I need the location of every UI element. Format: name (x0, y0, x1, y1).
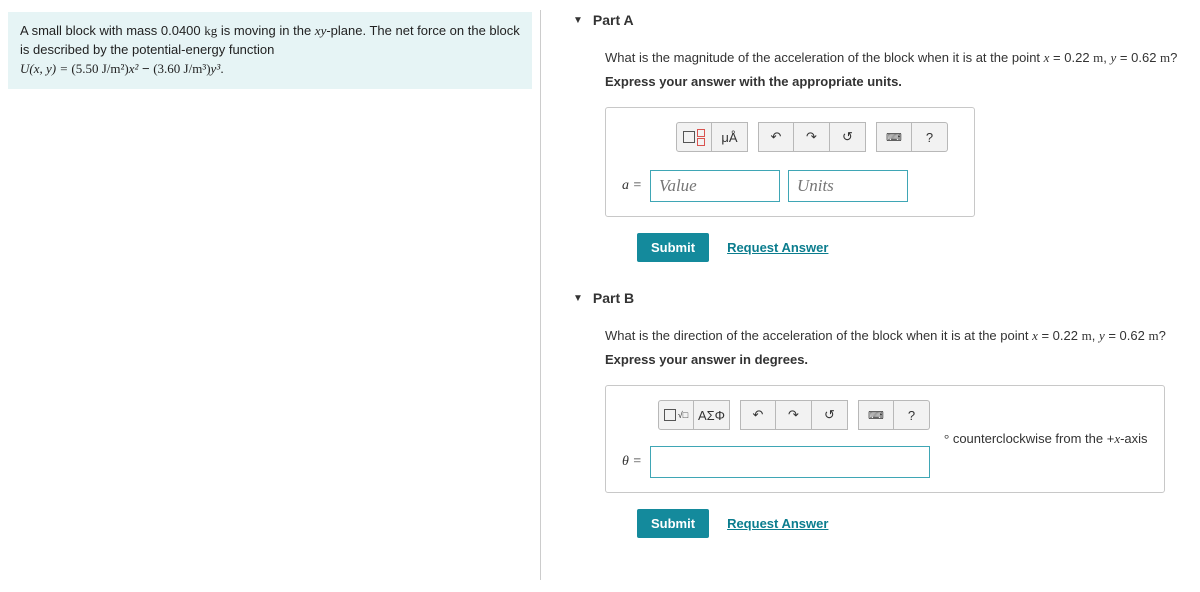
var-a-label: a = (622, 178, 642, 194)
undo-icon: ↶ (753, 407, 764, 423)
xy-plane: xy (315, 23, 327, 38)
keyboard-button[interactable]: ⌨ (876, 122, 912, 152)
value-input[interactable] (650, 170, 780, 202)
theta-input[interactable] (650, 446, 930, 478)
part-b-instruction: Express your answer in degrees. (605, 352, 1192, 367)
problem-statement: A small block with mass 0.0400 kg is mov… (8, 12, 532, 89)
caret-down-icon: ▼ (573, 15, 583, 26)
keyboard-icon: ⌨ (886, 131, 902, 144)
part-b-answer-panel: √□ ΑΣΦ ↶ ↷ ↺ ⌨ ? (605, 385, 1165, 493)
part-a: ▼ Part A What is the magnitude of the ac… (573, 12, 1192, 262)
redo-button[interactable]: ↷ (776, 400, 812, 430)
redo-icon: ↷ (806, 129, 817, 145)
reset-button[interactable]: ↺ (830, 122, 866, 152)
request-answer-link[interactable]: Request Answer (727, 240, 828, 255)
submit-button[interactable]: Submit (637, 509, 709, 538)
help-button[interactable]: ? (912, 122, 948, 152)
redo-icon: ↷ (788, 407, 799, 423)
reset-icon: ↺ (824, 407, 835, 423)
help-icon: ? (926, 130, 933, 145)
keyboard-icon: ⌨ (868, 409, 884, 422)
unit-kg: kg (204, 23, 217, 38)
suffix-text: ° counterclockwise from the +x-axis (940, 431, 1148, 447)
part-a-instruction: Express your answer with the appropriate… (605, 74, 1192, 89)
problem-text: A small block with mass 0.0400 (20, 23, 204, 38)
units-button[interactable]: μÅ (712, 122, 748, 152)
template-button[interactable]: √□ (658, 400, 694, 430)
undo-button[interactable]: ↶ (740, 400, 776, 430)
part-b-question: What is the direction of the acceleratio… (605, 328, 1192, 344)
greek-button[interactable]: ΑΣΦ (694, 400, 730, 430)
part-a-header[interactable]: ▼ Part A (573, 12, 1192, 28)
reset-button[interactable]: ↺ (812, 400, 848, 430)
help-icon: ? (908, 408, 915, 423)
undo-button[interactable]: ↶ (758, 122, 794, 152)
part-a-title: Part A (593, 12, 634, 28)
caret-down-icon: ▼ (573, 293, 583, 304)
part-b-title: Part B (593, 290, 634, 306)
units-input[interactable] (788, 170, 908, 202)
part-a-question: What is the magnitude of the acceleratio… (605, 50, 1192, 66)
template-icon (683, 129, 705, 146)
help-button[interactable]: ? (894, 400, 930, 430)
part-b: ▼ Part B What is the direction of the ac… (573, 290, 1192, 538)
reset-icon: ↺ (842, 129, 853, 145)
request-answer-link[interactable]: Request Answer (727, 516, 828, 531)
part-b-header[interactable]: ▼ Part B (573, 290, 1192, 306)
part-b-toolbar: √□ ΑΣΦ ↶ ↷ ↺ ⌨ ? (658, 400, 930, 430)
part-a-answer-panel: μÅ ↶ ↷ ↺ ⌨ ? a = (605, 107, 975, 217)
template-button[interactable] (676, 122, 712, 152)
keyboard-button[interactable]: ⌨ (858, 400, 894, 430)
redo-button[interactable]: ↷ (794, 122, 830, 152)
eq-lhs: U(x, y) = (20, 61, 71, 76)
template-icon: √□ (664, 409, 688, 421)
undo-icon: ↶ (771, 129, 782, 145)
submit-button[interactable]: Submit (637, 233, 709, 262)
part-a-toolbar: μÅ ↶ ↷ ↺ ⌨ ? (676, 122, 958, 152)
var-theta-label: θ = (622, 454, 642, 470)
